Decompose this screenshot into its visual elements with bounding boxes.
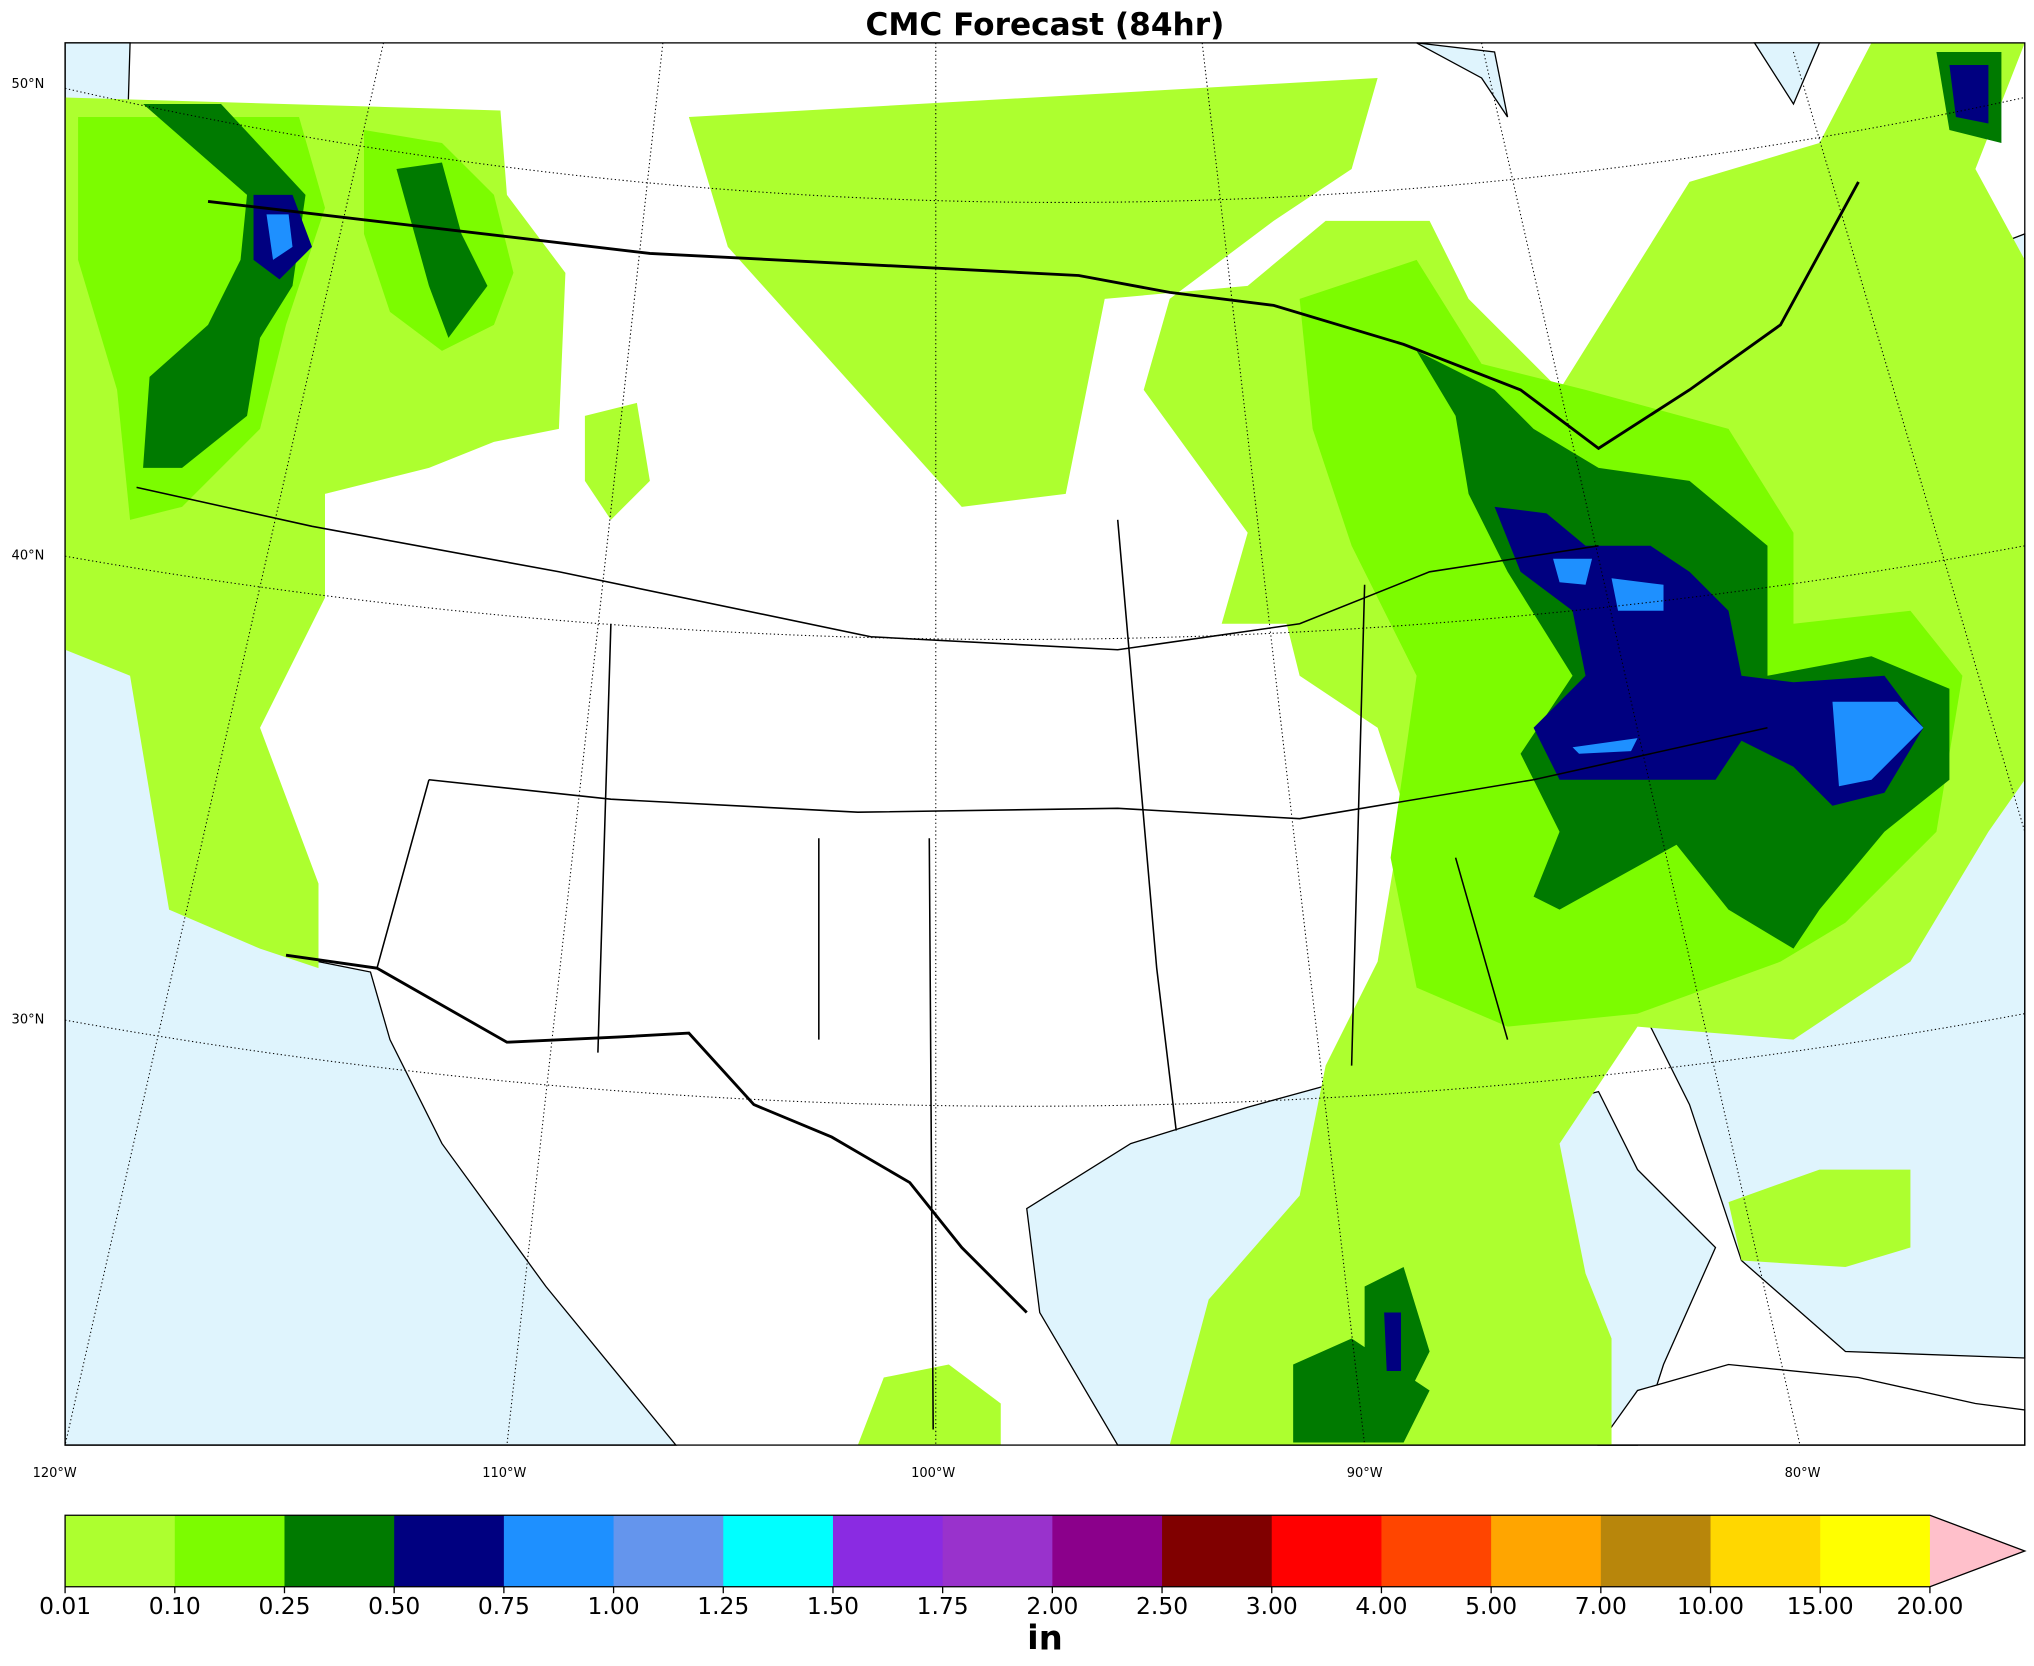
colorbar-tick-label: 10.00 bbox=[1677, 1592, 1744, 1620]
graticule bbox=[64, 42, 2026, 1446]
precip-field bbox=[65, 42, 2025, 1446]
colorbar-segment bbox=[1710, 1515, 1821, 1587]
colorbar-tick-label: 3.00 bbox=[1246, 1592, 1298, 1620]
colorbar-segment bbox=[1820, 1515, 1931, 1587]
colorbar-segment bbox=[1491, 1515, 1602, 1587]
colorbar-tick-label: 0.50 bbox=[368, 1592, 420, 1620]
colorbar-segment bbox=[723, 1515, 834, 1587]
colorbar-tick-label: 0.75 bbox=[478, 1592, 530, 1620]
colorbar-tick-label: 2.50 bbox=[1136, 1592, 1188, 1620]
colorbar-tick-label: 4.00 bbox=[1355, 1592, 1407, 1620]
lon-label: 90°W bbox=[1347, 1466, 1383, 1481]
colorbar-segment bbox=[1600, 1515, 1712, 1587]
map-title: CMC Forecast (84hr) bbox=[866, 7, 1225, 43]
colorbar-segment bbox=[1162, 1515, 1273, 1587]
borders bbox=[136, 181, 1860, 1430]
colorbar-label: in bbox=[1027, 1619, 1063, 1658]
lat-label: 40°N bbox=[12, 549, 45, 564]
lon-label: 120°W bbox=[33, 1466, 77, 1481]
map-frame bbox=[64, 42, 2026, 1446]
lon-label: 100°W bbox=[911, 1466, 955, 1481]
colorbar: 0.01 0.10 0.25 0.50 0.75 1.00 1.25 1.50 1.75 2.00… bbox=[39, 1514, 2027, 1620]
lon-label: 110°W bbox=[482, 1466, 526, 1481]
colorbar-segment bbox=[832, 1515, 944, 1587]
colorbar-segment bbox=[503, 1515, 615, 1587]
colorbar-segment bbox=[942, 1515, 1054, 1587]
colorbar-extend bbox=[1929, 1515, 2025, 1587]
colorbar-tick-label: 15.00 bbox=[1787, 1592, 1854, 1620]
colorbar-tick-label: 1.75 bbox=[917, 1592, 969, 1620]
colorbar-tick-label: 1.00 bbox=[588, 1592, 640, 1620]
colorbar-segment bbox=[1052, 1515, 1163, 1587]
colorbar-tick-label: 20.00 bbox=[1896, 1592, 1963, 1620]
colorbar-segment bbox=[174, 1515, 286, 1587]
colorbar-tick-label: 1.50 bbox=[807, 1592, 859, 1620]
lat-label: 30°N bbox=[12, 1013, 45, 1028]
colorbar-segment bbox=[65, 1515, 176, 1587]
colorbar-segment bbox=[613, 1515, 724, 1587]
lon-label: 80°W bbox=[1785, 1466, 1821, 1481]
lat-labels: 50°N 40°N 30°N bbox=[12, 77, 45, 1028]
colorbar-tick-label: 1.25 bbox=[697, 1592, 749, 1620]
lon-labels: 120°W 110°W 100°W 90°W 80°W bbox=[33, 1466, 1821, 1481]
colorbar-segment bbox=[394, 1515, 505, 1587]
colorbar-segment bbox=[1381, 1515, 1492, 1587]
colorbar-segment bbox=[1271, 1515, 1383, 1587]
colorbar-tick-label: 2.00 bbox=[1026, 1592, 1078, 1620]
colorbar-tick-label: 0.25 bbox=[258, 1592, 310, 1620]
colorbar-tick-label: 7.00 bbox=[1575, 1592, 1627, 1620]
colorbar-outline bbox=[64, 1514, 2027, 1588]
lat-label: 50°N bbox=[12, 77, 45, 92]
colorbar-tick-label: 0.01 bbox=[39, 1592, 91, 1620]
colorbar-tick-label: 0.10 bbox=[149, 1592, 201, 1620]
colorbar-tick-label: 5.00 bbox=[1465, 1592, 1517, 1620]
colorbar-segment bbox=[284, 1515, 395, 1587]
map-area bbox=[64, 42, 2026, 1446]
